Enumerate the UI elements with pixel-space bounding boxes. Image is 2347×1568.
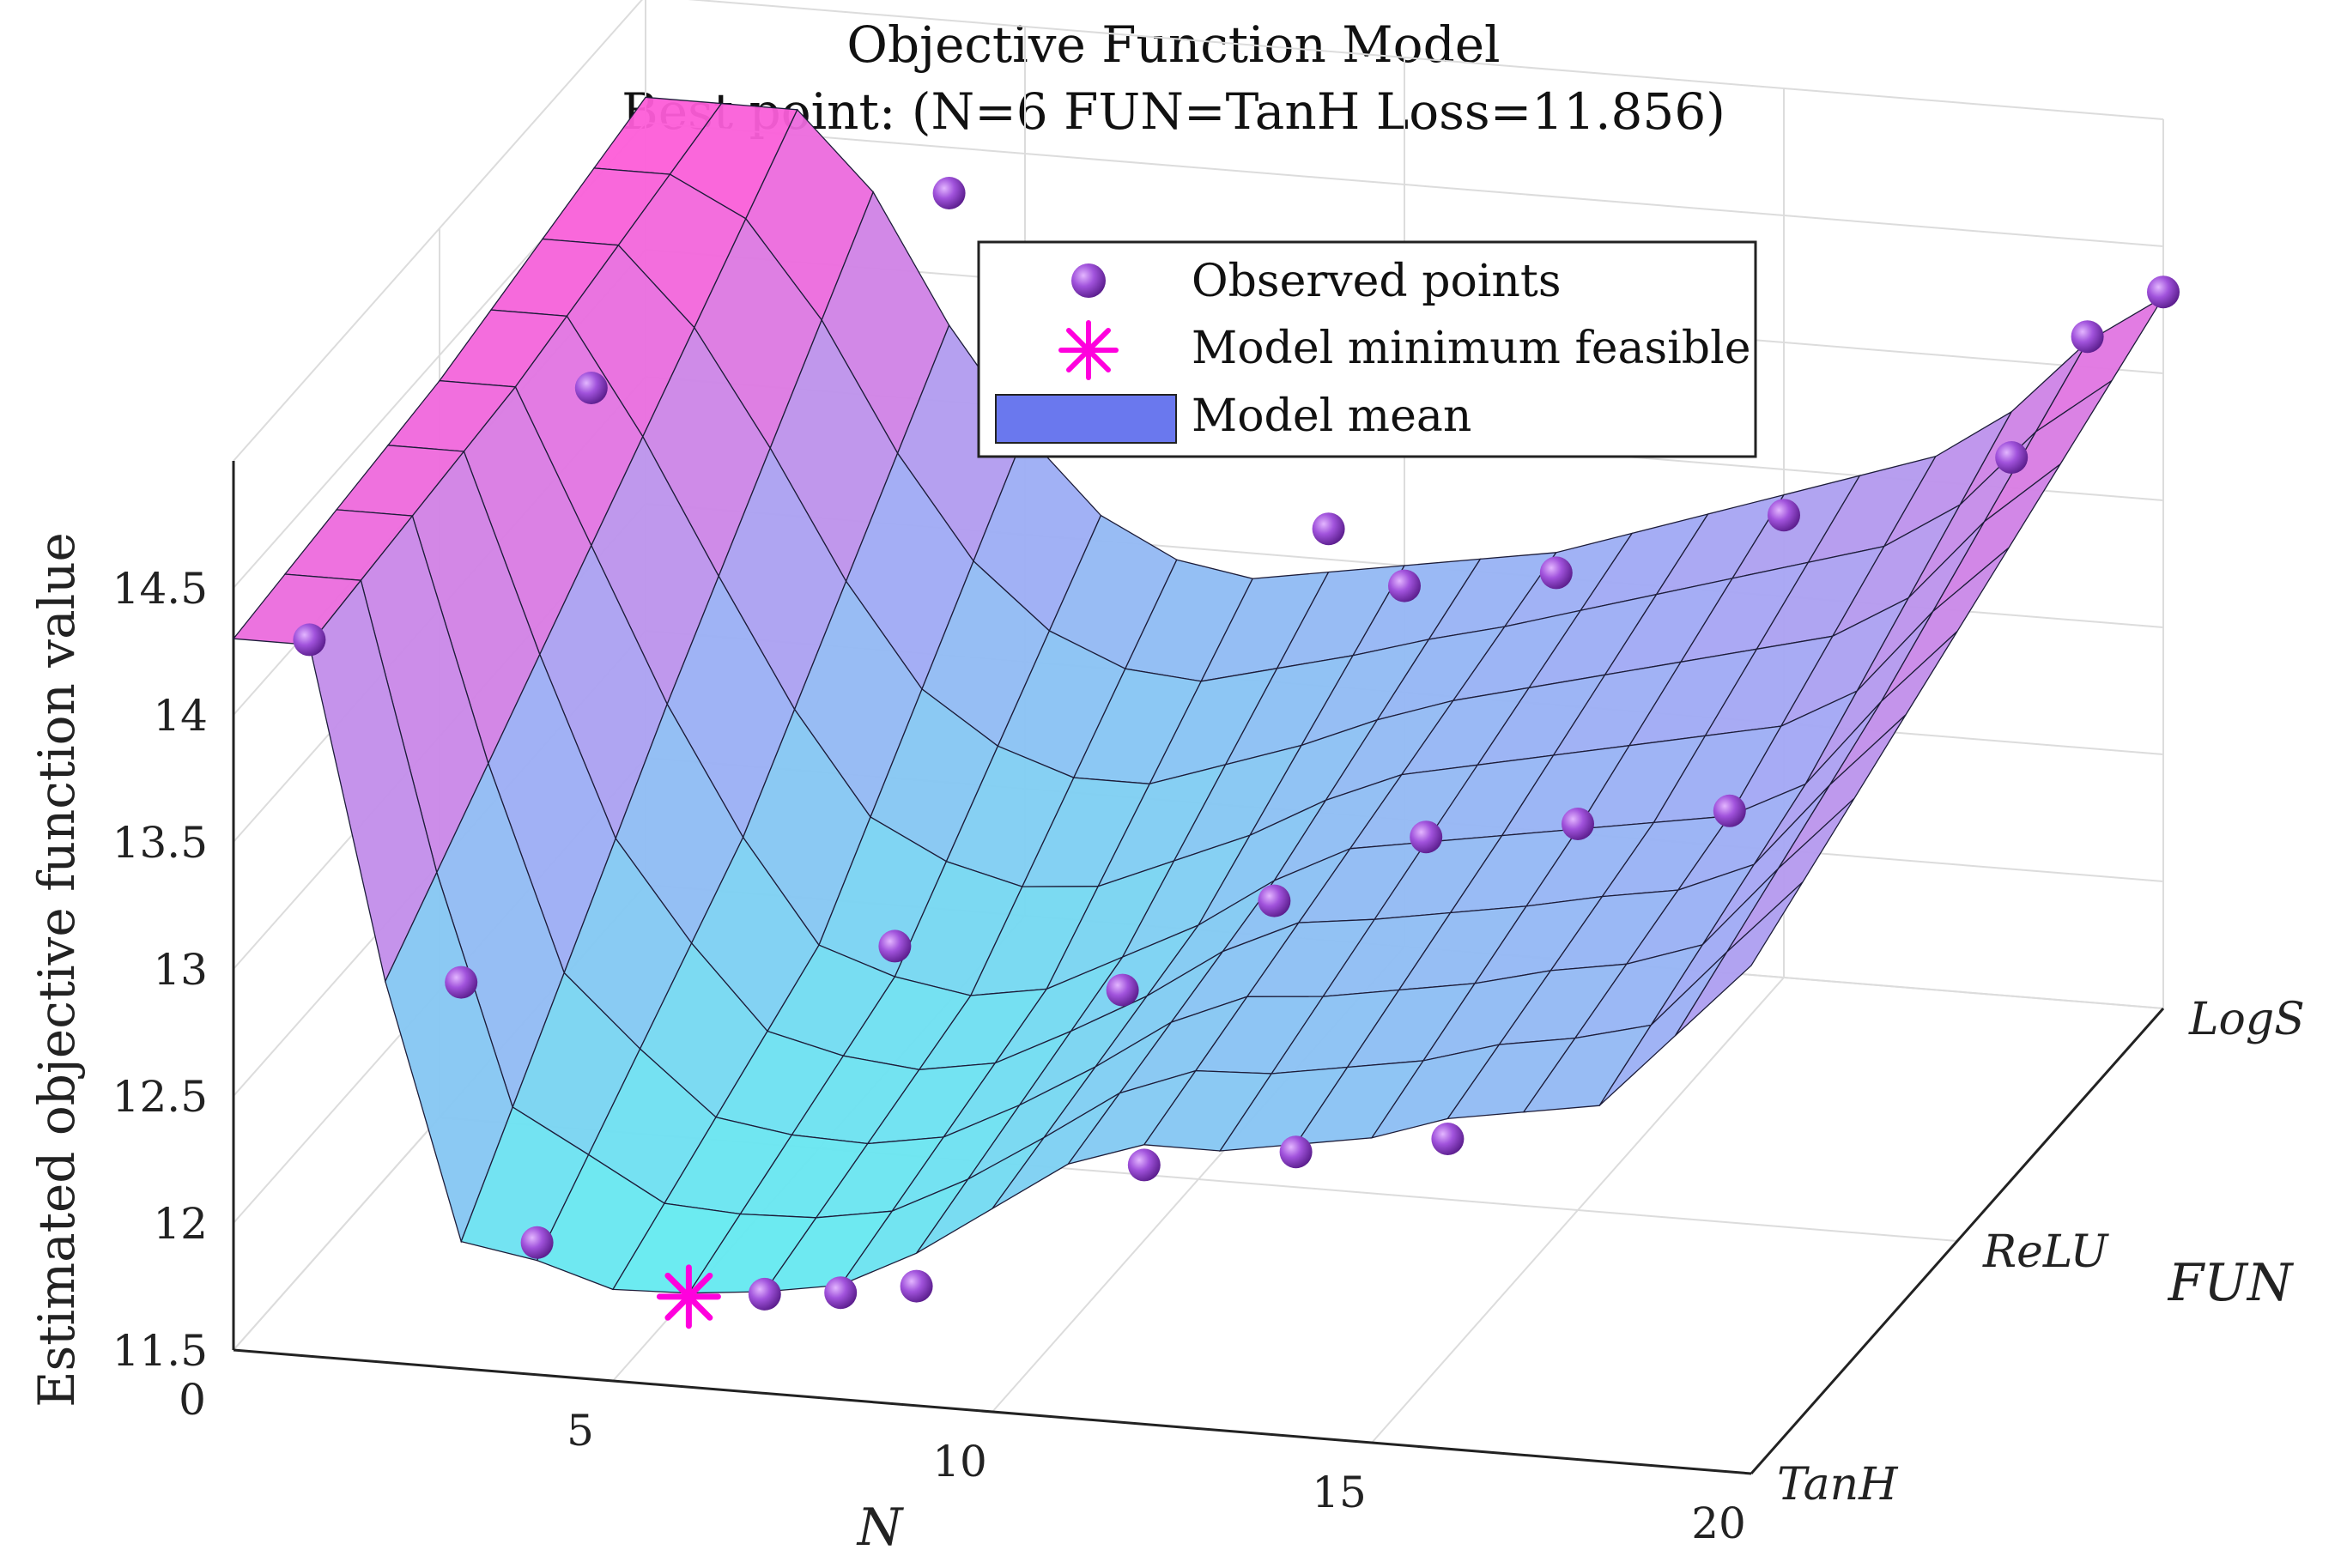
observed-point	[1431, 1123, 1465, 1155]
chart-title: Objective Function Model	[846, 15, 1500, 74]
observed-point	[2147, 275, 2180, 309]
observed-point	[1713, 794, 1746, 827]
x-tick-label: 0	[179, 1375, 206, 1425]
fun-tick-label: LogS	[2188, 994, 2305, 1045]
z-axis-label: Estimated objective function value	[27, 532, 86, 1408]
z-tick-labels: 11.5 12 12.5 13 13.5 14 14.5	[112, 564, 208, 1376]
observed-point	[2071, 320, 2104, 354]
legend: Observed points Model minimum feasible M…	[977, 240, 1757, 458]
fun-tick-label: TanH	[1777, 1459, 1899, 1510]
x-tick-label: 10	[932, 1437, 987, 1486]
observed-point	[1410, 820, 1443, 854]
y-axis-label: FUN	[2168, 1253, 2295, 1313]
observed-point	[1539, 556, 1573, 590]
surface-patch	[1675, 881, 1804, 1037]
legend-mean-label: Model mean	[1192, 390, 1471, 442]
x-tick-label: 15	[1312, 1468, 1367, 1517]
observed-point	[932, 177, 966, 209]
observed-point	[1995, 441, 2029, 474]
observed-point	[1127, 1148, 1161, 1182]
fun-axis-line	[1750, 1008, 2165, 1474]
observed-point	[445, 966, 478, 999]
z-tick-label: 13	[153, 945, 208, 995]
observed-point	[1768, 499, 1800, 532]
observed-point	[748, 1277, 781, 1311]
x-tick-labels: 0 5 10 15 20	[179, 1375, 1746, 1548]
observed-point	[900, 1269, 933, 1303]
z-tick-label: 14.5	[112, 564, 208, 614]
z-tick-label: 12	[153, 1199, 208, 1249]
fun-tick-label: ReLU	[1982, 1226, 2110, 1278]
legend-observed-marker	[1071, 263, 1106, 298]
observed-point	[1562, 808, 1594, 840]
z-tick-label: 13.5	[112, 818, 208, 868]
legend-mean-swatch	[995, 394, 1177, 444]
axes-lines	[232, 461, 2165, 1475]
z-tick-label: 11.5	[112, 1326, 208, 1376]
x-axis-label: N	[856, 1498, 905, 1558]
legend-observed-label: Observed points	[1192, 256, 1562, 307]
observed-point	[520, 1226, 554, 1259]
legend-minimum-marker	[1058, 320, 1119, 380]
legend-minimum-label: Model minimum feasible	[1192, 323, 1751, 374]
observed-point	[1279, 1135, 1313, 1169]
z-tick-label: 12.5	[112, 1072, 208, 1122]
z-tick-label: 14	[153, 691, 208, 741]
observed-point	[574, 372, 608, 404]
observed-point	[293, 623, 326, 657]
observed-point	[824, 1276, 858, 1310]
observed-point	[1106, 973, 1139, 1007]
observed-point	[1312, 512, 1345, 546]
observed-point	[1258, 884, 1291, 917]
x-axis-line	[233, 1348, 1752, 1475]
x-tick-label: 20	[1691, 1498, 1746, 1548]
model-mean-surface	[232, 96, 2164, 1294]
observed-points	[293, 177, 2180, 1311]
x-tick-label: 5	[567, 1406, 594, 1456]
observed-point	[878, 929, 912, 963]
observed-point	[1388, 569, 1421, 602]
minimum-star-stroke	[664, 1272, 713, 1321]
model-minimum-marker	[656, 1264, 721, 1329]
fun-tick-labels: TanH ReLU LogS	[1777, 994, 2305, 1510]
